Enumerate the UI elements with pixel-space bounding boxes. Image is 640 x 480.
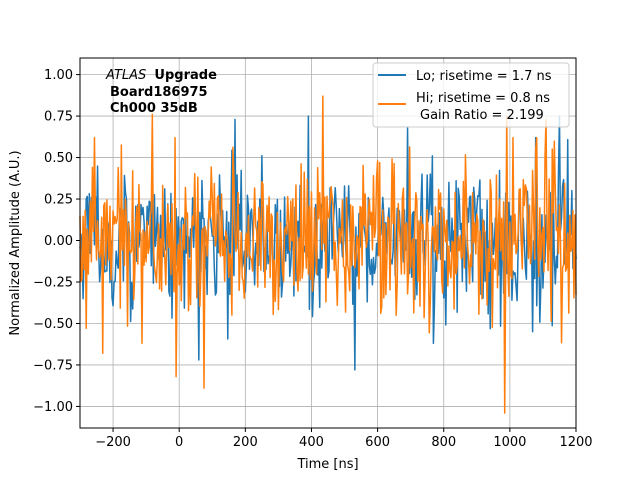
x-tick-label: 400: [299, 435, 324, 450]
y-axis: −1.00 −0.75 −0.50 −0.25 0.00 0.25 0.50 0.75 1.00: [33, 68, 80, 415]
annotation-tag: Upgrade: [154, 68, 217, 83]
x-tick-label: 200: [233, 435, 258, 450]
series-line-hi: [79, 95, 577, 414]
series-layer: [79, 95, 577, 414]
legend-label-lo: Lo; risetime = 1.7 ns: [416, 69, 552, 84]
x-tick-label: 800: [431, 435, 456, 450]
axes-frame: [79, 57, 577, 429]
x-tick-label: 1000: [493, 435, 526, 450]
y-tick-label: −0.50: [33, 317, 73, 332]
x-tick-label: 0: [175, 435, 183, 450]
annotation-board: Board186975: [110, 85, 208, 100]
y-tick-label: 0.50: [44, 151, 73, 166]
y-tick-label: −1.00: [33, 400, 73, 415]
y-tick-label: −0.75: [33, 358, 73, 373]
x-tick-label: 600: [365, 435, 390, 450]
atlas-annotation: ATLAS Upgrade Board186975 Ch000 35dB: [105, 68, 217, 116]
y-tick-label: 0.25: [44, 193, 73, 208]
x-tick-label: 1200: [559, 435, 592, 450]
legend: Lo; risetime = 1.7 ns Hi; risetime = 0.8…: [372, 62, 570, 128]
y-tick-label: 0.00: [44, 234, 73, 249]
y-tick-label: −0.25: [33, 275, 73, 290]
y-tick-label: 0.75: [44, 110, 73, 125]
legend-gain-ratio: Gain Ratio = 2.199: [420, 108, 544, 123]
legend-box: [372, 62, 570, 128]
legend-label-hi: Hi; risetime = 0.8 ns: [416, 91, 550, 106]
annotation-experiment: ATLAS: [105, 68, 146, 83]
annotation-channel: Ch000 35dB: [110, 101, 198, 116]
annotation-line-1: ATLAS Upgrade: [105, 68, 217, 83]
y-axis-label: Normalized Amplitude (A.U.): [8, 150, 23, 335]
y-tick-label: 1.00: [44, 68, 73, 83]
x-axis: −200 0 200 400 600 800 1000 1200: [95, 428, 593, 450]
x-tick-label: −200: [95, 435, 131, 450]
x-axis-label: Time [ns]: [296, 457, 358, 472]
